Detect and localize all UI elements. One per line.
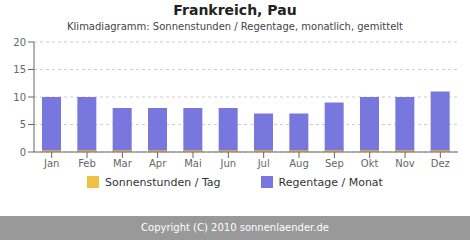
html-text:Klimadiagramm: Sonnenstunden /: Klimadiagramm: Sonnenstunden / Regentage… xyxy=(67,21,403,32)
html-text:Sonnenstunden / Tag: Sonnenstunden / Tag xyxy=(105,175,221,189)
html-text:Regentage / Monat: Regentage / Monat xyxy=(278,175,383,189)
svg-text:Jun: Jun xyxy=(220,158,237,169)
svg-text:10: 10 xyxy=(13,92,26,103)
svg-text:Nov: Nov xyxy=(395,158,415,169)
svg-text:Apr: Apr xyxy=(149,158,167,169)
svg-text:Dez: Dez xyxy=(431,158,450,169)
svg-text:Jan: Jan xyxy=(43,158,59,169)
svg-text:0: 0 xyxy=(20,147,26,158)
svg-text:Feb: Feb xyxy=(78,158,96,169)
svg-text:Mai: Mai xyxy=(184,158,202,169)
svg-text:Okt: Okt xyxy=(361,158,379,169)
html-text:Copyright (C) 2010 sonnenlaend: Copyright (C) 2010 sonnenlaender.de xyxy=(141,222,329,233)
svg-text:Aug: Aug xyxy=(289,158,309,169)
svg-text:5: 5 xyxy=(20,119,26,130)
svg-text:Sep: Sep xyxy=(325,158,344,169)
html-text:Frankreich, Pau: Frankreich, Pau xyxy=(173,2,297,18)
svg-text:15: 15 xyxy=(13,64,26,75)
svg-text:Jul: Jul xyxy=(257,158,270,169)
svg-text:Mar: Mar xyxy=(113,158,133,169)
svg-text:20: 20 xyxy=(13,37,26,48)
